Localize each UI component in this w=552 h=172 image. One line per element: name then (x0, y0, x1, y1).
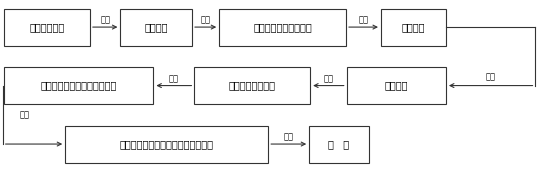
Text: 绕包陶瓷化隔离套: 绕包陶瓷化隔离套 (229, 80, 276, 91)
Bar (309, 126, 369, 163)
Text: 拉丝退火: 拉丝退火 (145, 22, 168, 32)
Text: 成缆绕包: 成缆绕包 (385, 80, 408, 91)
Text: 检验: 检验 (323, 74, 333, 83)
Text: 一次成型外护套和荧光感应警示色带: 一次成型外护套和荧光感应警示色带 (120, 139, 214, 149)
Bar (120, 9, 192, 46)
Text: 检验: 检验 (169, 74, 179, 83)
Bar (381, 9, 446, 46)
Text: 绝缘挤制: 绝缘挤制 (402, 22, 425, 32)
Text: 检验: 检验 (100, 16, 110, 25)
Text: 电解高导铜杆: 电解高导铜杆 (30, 22, 65, 32)
Text: 检验: 检验 (486, 72, 496, 82)
Bar (219, 9, 346, 46)
Text: 检验: 检验 (20, 110, 30, 119)
Bar (65, 126, 268, 163)
Text: 金属铠装、嵌入高导流合金丝: 金属铠装、嵌入高导流合金丝 (41, 80, 117, 91)
Text: 入   库: 入 库 (328, 139, 349, 149)
Bar (4, 9, 90, 46)
Text: 检验: 检验 (200, 16, 211, 25)
Bar (347, 67, 446, 104)
Text: 纳米模具紧压绞合导体: 纳米模具紧压绞合导体 (253, 22, 312, 32)
Bar (194, 67, 310, 104)
Bar (4, 67, 153, 104)
Text: 检验: 检验 (358, 16, 369, 25)
Text: 检验: 检验 (284, 133, 294, 142)
